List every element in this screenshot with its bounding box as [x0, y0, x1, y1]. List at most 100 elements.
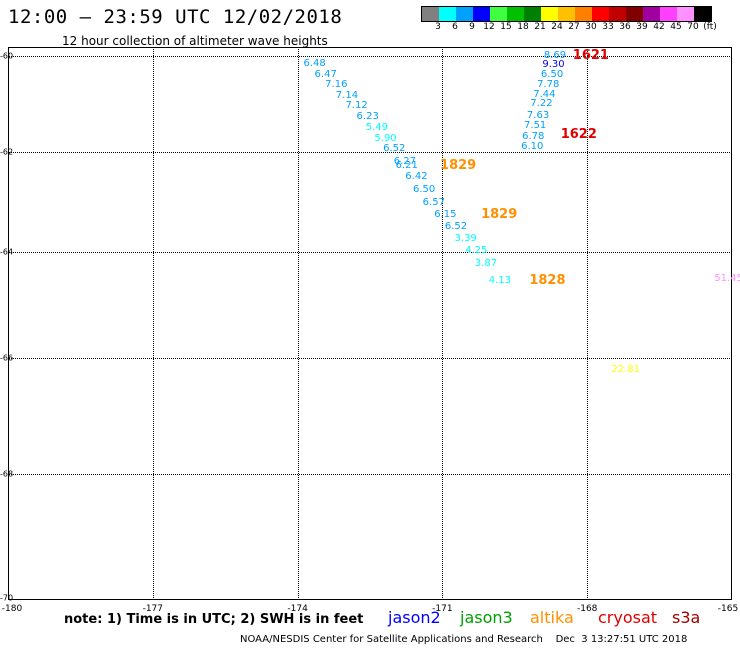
latitude-gridline: [8, 474, 732, 475]
pass-time-label: 1621: [572, 48, 609, 63]
wave-height-value: 8.69: [543, 50, 567, 61]
wave-height-value: 7.12: [345, 100, 368, 112]
page-title: 12:00 – 23:59 UTC 12/02/2018: [8, 6, 343, 28]
longitude-gridline: [587, 47, 589, 600]
pass-time-label: 1828: [529, 272, 566, 288]
color-legend: [421, 6, 712, 22]
latitude-label: -64: [0, 247, 14, 257]
legend-label: 45: [670, 22, 682, 32]
satellite-name-jason3: jason3: [460, 608, 513, 627]
map-frame: [8, 47, 732, 600]
wave-height-value: 6.52: [383, 143, 406, 155]
legend-label: 3: [435, 22, 441, 32]
wave-height-value: 6.21: [395, 160, 418, 171]
legend-swatch: [677, 7, 694, 21]
color-legend-labels: 3 6 9 12 15 18 21 24 27 30 33 36 39 42 45 70 (ft): [421, 22, 740, 34]
satellite-name-altika: altika: [530, 608, 574, 627]
legend-swatch: [439, 7, 456, 21]
wave-height-value: 51.45: [714, 272, 740, 284]
legend-label: 30: [585, 22, 597, 32]
legend-swatch: [592, 7, 609, 21]
legend-label: 70: [687, 22, 699, 32]
legend-swatch: [575, 7, 592, 21]
footer-credit: NOAA/NESDIS Center for Satellite Applica…: [240, 634, 688, 645]
legend-label: (ft): [703, 22, 717, 32]
wave-height-value: 7.22: [530, 98, 553, 110]
latitude-label: -70: [0, 593, 14, 603]
wave-height-value: 7.16: [325, 79, 348, 91]
wave-height-value: 3.39: [454, 233, 477, 244]
wave-height-value: 6.27: [393, 156, 416, 167]
legend-label: 33: [602, 22, 614, 32]
wave-height-value: 4.13: [488, 274, 512, 286]
wave-height-value: 6.48: [303, 57, 326, 69]
satellite-name-jason2: jason2: [388, 608, 441, 627]
satellite-name-cryosat: cryosat: [598, 608, 658, 627]
pass-time-label: 1829: [481, 207, 518, 222]
legend-swatch: [660, 7, 677, 21]
legend-label: 27: [568, 22, 580, 32]
latitude-gridline: [8, 152, 732, 153]
legend-swatch: [643, 7, 660, 21]
longitude-gridline: [152, 47, 154, 600]
wave-height-value: 6.15: [434, 209, 457, 220]
longitude-label: -180: [1, 604, 23, 614]
latitude-label: -68: [0, 469, 14, 479]
wave-height-value: 6.50: [413, 184, 436, 195]
longitude-label: -165: [717, 604, 739, 614]
longitude-label: -174: [287, 604, 308, 614]
legend-swatch: [507, 7, 524, 21]
wave-height-value: 4.25: [465, 245, 488, 256]
wave-height-value: 5.90: [374, 132, 397, 144]
legend-swatch: [694, 7, 711, 21]
wave-height-value: 7.78: [537, 78, 560, 90]
legend-swatch: [524, 7, 541, 21]
wave-height-value: 6.57: [422, 196, 445, 208]
latitude-gridline: [8, 252, 732, 253]
legend-swatch: [541, 7, 558, 21]
legend-label: 36: [619, 22, 631, 32]
wave-height-value: 6.47: [314, 68, 337, 80]
wave-height-value: 22.81: [611, 363, 641, 375]
legend-label: 12: [483, 22, 495, 32]
wave-height-value: 6.23: [356, 111, 379, 123]
latitude-label: -62: [0, 147, 14, 157]
legend-label: 39: [636, 22, 648, 32]
wave-height-value: 6.10: [521, 141, 544, 153]
wave-height-value: 6.78: [522, 130, 545, 142]
longitude-gridline: [442, 47, 444, 600]
legend-swatch: [490, 7, 507, 21]
pass-time-label: 1622: [560, 126, 597, 142]
wave-height-value: 7.44: [533, 88, 556, 100]
legend-swatch: [609, 7, 626, 21]
legend-label: 6: [452, 22, 458, 32]
pass-time-label: 1829: [440, 157, 477, 173]
footer-note: note: 1) Time is in UTC; 2) SWH is in fe…: [64, 612, 364, 627]
legend-label: 15: [500, 22, 512, 32]
wave-height-value: 7.63: [526, 109, 550, 121]
wave-height-value: 7.51: [524, 120, 547, 132]
wave-height-value: 6.52: [444, 221, 468, 232]
longitude-label: -168: [576, 604, 598, 614]
wave-height-value: 6.50: [540, 69, 564, 81]
legend-swatch: [626, 7, 643, 21]
longitude-gridline: [297, 47, 299, 600]
page-subtitle: 12 hour collection of altimeter wave hei…: [62, 34, 328, 48]
legend-label: 21: [534, 22, 546, 32]
wave-height-value: 7.14: [335, 89, 359, 101]
latitude-gridline: [8, 56, 732, 57]
legend-swatch: [558, 7, 575, 21]
wave-height-value: 5.49: [365, 122, 388, 133]
wave-height-value: 6.42: [405, 171, 428, 182]
wave-height-value: 9.30: [542, 59, 565, 71]
legend-swatch: [422, 7, 439, 21]
satellite-name-s3a: s3a: [672, 608, 701, 627]
wave-height-value: 3.87: [474, 257, 498, 269]
longitude-label: -177: [142, 604, 164, 614]
legend-label: 9: [469, 22, 475, 32]
legend-label: 18: [517, 22, 529, 32]
legend-swatch: [456, 7, 473, 21]
latitude-gridline: [8, 358, 732, 359]
legend-label: 24: [551, 22, 563, 32]
latitude-label: -60: [0, 51, 14, 61]
